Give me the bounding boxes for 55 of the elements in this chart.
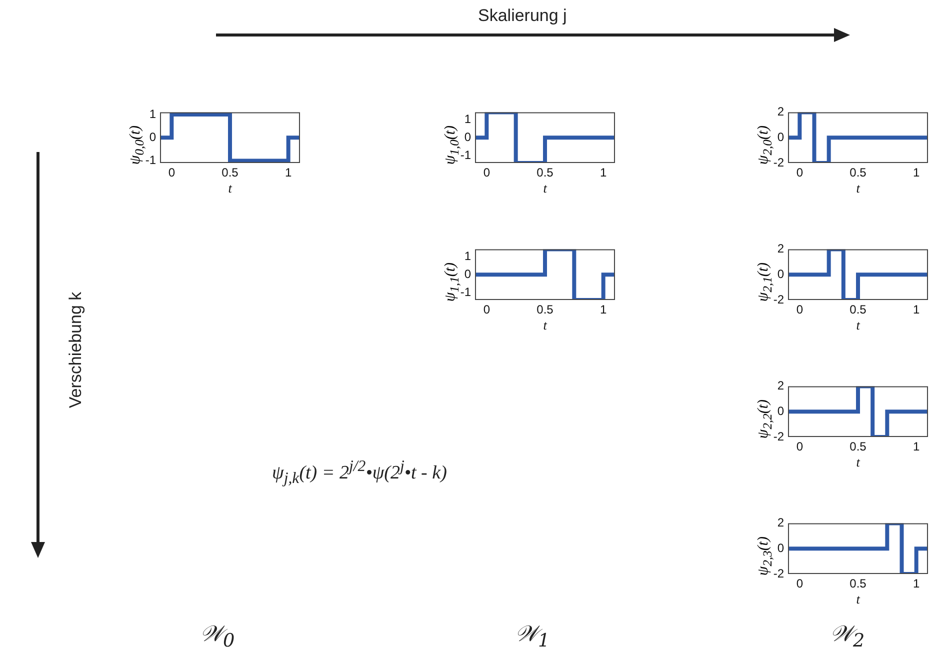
x-tick-label: 0.5 [850,166,867,180]
y-tick-label: 1 [149,106,156,121]
x-axis-title: t [856,318,860,333]
y-tick-label: 2 [777,242,784,256]
text: 𝒲$_{1}$ [515,622,550,652]
y-tick-label: 2 [777,104,784,119]
y-tick-label: -2 [773,155,784,170]
x-tick-label: 0.5 [222,166,239,180]
y-tick-label: 1 [464,112,472,126]
x-tick-label: 0 [796,302,804,317]
y-tick-label: -1 [460,284,472,299]
x-tick-label: 1 [284,166,292,180]
x-axis-title: t [228,180,232,196]
x-tick-label: 1 [912,440,920,454]
x-axis-title: t [856,180,860,196]
x-tick-label: 0.5 [850,440,867,454]
y-tick-label: 0 [777,540,784,555]
x-axis-title: t [856,454,860,470]
x-tick-label: 0 [796,166,804,180]
text: ψ$_{j,k}$(t) = 2$^{j/2}$•ψ(2$^{j}$•t - k) [272,458,447,488]
x-tick-label: 1 [912,166,920,180]
y-tick-label: 0 [777,266,784,281]
x-tick-label: 1 [600,166,607,180]
x-tick-label: 0.5 [850,302,867,317]
y-tick-label: 0 [777,130,784,144]
y-tick-label: -1 [460,148,472,162]
x-tick-label: 0.5 [850,576,867,591]
y-tick-label: -2 [773,566,784,580]
x-tick-label: 0 [796,576,804,591]
y-tick-label: 2 [777,516,784,530]
x-tick-label: 1 [912,302,920,317]
x-axis-title: t [543,180,548,196]
y-tick-label: 0 [464,130,472,144]
y-tick-label: 0 [777,404,784,418]
x-tick-label: 0 [796,440,804,454]
x-tick-label: 0 [483,302,490,317]
x-axis-title: t [543,318,548,333]
y-tick-label: 0 [149,130,156,144]
text: Verschiebung k [66,292,86,408]
y-tick-label: -2 [773,429,784,444]
x-tick-label: 0.5 [536,302,554,317]
y-tick-label: -1 [145,153,156,168]
text: 𝒲$_{2}$ [830,622,865,652]
y-tick-label: 0 [464,266,472,281]
y-tick-label: 2 [777,378,784,393]
x-tick-label: 1 [912,576,920,591]
text: 𝒲$_{0}$ [200,622,235,652]
text: Skalierung j [478,6,567,26]
x-tick-label: 0.5 [536,166,554,180]
x-tick-label: 1 [600,302,607,317]
x-axis-title: t [856,592,860,607]
x-tick-label: 0 [483,166,490,180]
x-tick-label: 0 [168,166,176,180]
y-tick-label: 1 [464,248,472,263]
y-tick-label: -2 [773,292,784,306]
